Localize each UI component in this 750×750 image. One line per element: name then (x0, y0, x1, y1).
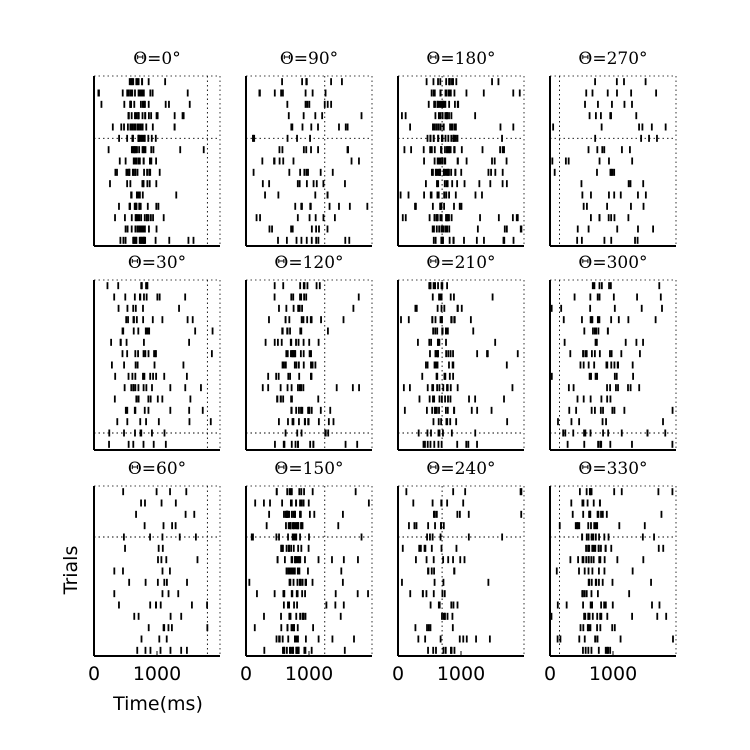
raster-panel: Θ=240° 0 1000 (392, 459, 525, 685)
panel-title: Θ=300° (578, 253, 647, 273)
raster-panel: Θ=30° (93, 253, 221, 451)
panel-title: Θ=330° (578, 459, 647, 479)
panel-title: Θ=240° (426, 459, 495, 479)
panel-title: Θ=90° (280, 49, 338, 69)
panel-title: Θ=180° (426, 49, 495, 69)
raster-panel: Θ=60° 0 1000 (88, 459, 221, 685)
spike-train-group (106, 282, 214, 448)
x-tick-label: 1000 (437, 663, 485, 685)
x-tick-label: 0 (88, 663, 100, 685)
x-tick-label: 0 (544, 663, 556, 685)
raster-panels: Θ=0° Θ=90° Θ=180° Θ=270° Θ=30° Θ=120° Θ=210° Θ=… (88, 49, 677, 685)
spike-train-group (248, 488, 370, 654)
x-tick-label: 1000 (133, 663, 181, 685)
y-axis-title: Trials (60, 546, 82, 596)
panel-title: Θ=30° (128, 253, 186, 273)
spike-train-group (399, 78, 523, 244)
panel-title: Θ=0° (133, 49, 181, 69)
spike-train-group (113, 488, 209, 654)
panel-title: Θ=120° (274, 253, 343, 273)
raster-panel: Θ=180° (397, 49, 525, 247)
raster-panel: Θ=0° (93, 49, 221, 247)
spike-train-group (550, 488, 674, 654)
panel-title: Θ=270° (578, 49, 647, 69)
spike-train-group (97, 78, 205, 244)
raster-panel: Θ=300° (549, 253, 677, 451)
spike-train-group (550, 282, 674, 448)
raster-panel: Θ=270° (549, 49, 677, 247)
spike-train-group (252, 78, 369, 244)
raster-panel: Θ=90° (245, 49, 373, 247)
raster-panel: Θ=330° 0 1000 (544, 459, 677, 685)
x-tick-label: 1000 (285, 663, 333, 685)
spike-train-group (261, 282, 360, 448)
spike-train-group (401, 488, 523, 654)
x-tick-label: 0 (392, 663, 404, 685)
spike-train-group (551, 78, 667, 244)
panel-title: Θ=210° (426, 253, 495, 273)
panel-title: Θ=60° (128, 459, 186, 479)
x-tick-label: 1000 (589, 663, 637, 685)
raster-panel: Θ=150° 0 1000 (240, 459, 373, 685)
spike-train-group (400, 282, 519, 448)
x-tick-label: 0 (240, 663, 252, 685)
raster-panel: Θ=120° (245, 253, 373, 451)
raster-panel: Θ=210° (397, 253, 525, 451)
x-axis-title: Time(ms) (112, 693, 203, 715)
panel-title: Θ=150° (274, 459, 343, 479)
